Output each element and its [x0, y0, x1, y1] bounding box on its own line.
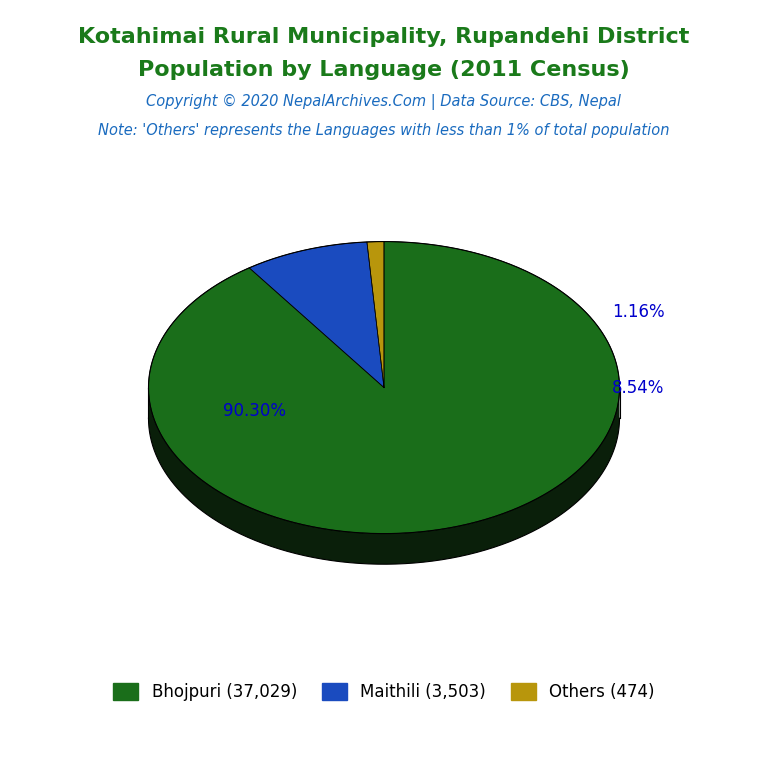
Polygon shape	[249, 242, 384, 388]
Text: 8.54%: 8.54%	[612, 379, 664, 396]
Polygon shape	[148, 388, 620, 564]
Text: Kotahimai Rural Municipality, Rupandehi District: Kotahimai Rural Municipality, Rupandehi …	[78, 27, 690, 47]
Polygon shape	[367, 242, 384, 388]
Legend: Bhojpuri (37,029), Maithili (3,503), Others (474): Bhojpuri (37,029), Maithili (3,503), Oth…	[107, 677, 661, 708]
Text: Population by Language (2011 Census): Population by Language (2011 Census)	[138, 60, 630, 80]
Text: 1.16%: 1.16%	[612, 303, 664, 321]
Polygon shape	[148, 242, 620, 534]
Text: Note: 'Others' represents the Languages with less than 1% of total population: Note: 'Others' represents the Languages …	[98, 123, 670, 138]
Text: 90.30%: 90.30%	[223, 402, 286, 420]
Text: Copyright © 2020 NepalArchives.Com | Data Source: CBS, Nepal: Copyright © 2020 NepalArchives.Com | Dat…	[147, 94, 621, 110]
